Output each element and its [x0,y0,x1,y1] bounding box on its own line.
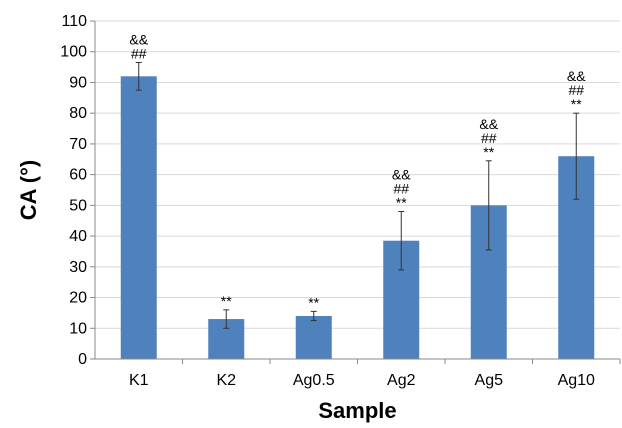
y-axis-ticks: 0 10 20 30 40 50 60 70 80 90 100 110 [60,13,95,368]
y-tick-label: 20 [69,290,87,307]
bar-Ag0.5 [295,315,332,359]
bar-K1 [120,76,157,360]
significance-mark: ** [483,144,494,160]
significance-annotations: ##&&** ****##&&**##&&**##&& [129,31,586,310]
significance-mark: && [129,31,148,47]
y-tick-label: 70 [69,136,87,153]
significance-mark: ## [568,82,584,98]
significance-mark: && [479,116,498,132]
y-axis-title: CA (°) [16,160,41,221]
significance-mark: ** [221,293,232,309]
significance-mark: ** [308,294,319,310]
y-tick-label: 0 [78,351,87,368]
error-bars [135,61,580,329]
y-tick-label: 60 [69,167,87,184]
significance-mark: ** [396,195,407,211]
significance-mark: && [392,167,411,183]
bars [120,76,595,360]
x-tick-label: K1 [129,372,149,389]
x-tick-label: K2 [216,372,236,389]
x-tick-label: Ag10 [558,372,595,389]
gridlines [95,20,620,329]
y-tick-label: 10 [69,320,87,337]
y-tick-label: 30 [69,259,87,276]
x-axis-ticks: K1 K2 Ag0.5 Ag2 Ag5 Ag10 [129,359,621,389]
y-tick-label: 100 [60,44,87,61]
y-tick-label: 80 [69,105,87,122]
y-tick-label: 110 [61,13,87,30]
significance-mark: ## [481,130,497,146]
y-tick-label: 50 [69,197,87,214]
x-tick-label: Ag2 [387,372,416,389]
y-tick-label: 40 [69,228,87,245]
x-axis-title: Sample [318,398,396,423]
significance-mark: ** [571,96,582,112]
significance-mark: ## [131,45,147,61]
x-tick-label: Ag0.5 [293,372,335,389]
y-tick-label: 90 [69,74,87,91]
x-tick-label: Ag5 [475,372,504,389]
significance-mark: && [567,68,586,84]
significance-mark: ## [393,181,409,197]
